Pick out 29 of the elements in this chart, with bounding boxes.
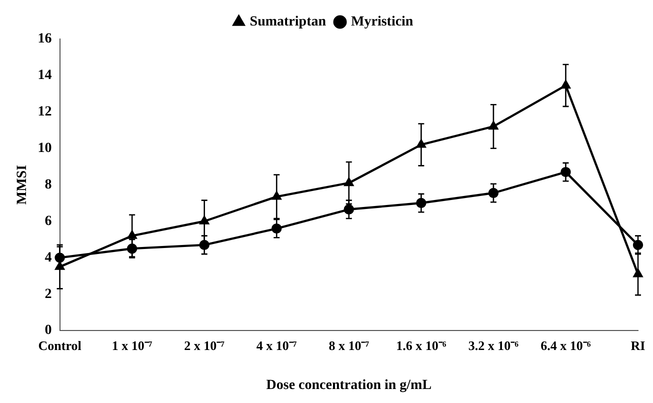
x-tick-label: 6.4 x 10⁻⁶ — [540, 338, 591, 353]
point — [488, 188, 499, 198]
x-tick-label: 3.2 x 10⁻⁶ — [468, 338, 519, 353]
x-tick-label: 1 x 10⁻⁷ — [112, 338, 152, 353]
y-tick-label: 16 — [38, 32, 52, 47]
y-tick-label: 8 — [44, 177, 52, 192]
y-tick-label: 14 — [38, 68, 52, 84]
point — [488, 121, 498, 130]
y-tick-label: 0 — [44, 323, 52, 338]
x-tick-label: 2 x 10⁻⁷ — [184, 338, 225, 353]
y-tick-label: 12 — [38, 104, 52, 120]
y-tick-label: 10 — [38, 140, 52, 156]
x-axis-title: Dose concentration in g/mL — [266, 378, 432, 394]
y-axis-title: MMSI — [15, 164, 30, 205]
legend-label: Myristicin — [351, 14, 414, 30]
x-tick-label: 1.6 x 10⁻⁶ — [396, 338, 446, 353]
x-tick-label: 8 x 10⁻⁷ — [328, 338, 370, 353]
legend-label: Sumatriptan — [250, 14, 326, 30]
point — [126, 243, 138, 254]
x-tick-label: 4 x 10⁻⁷ — [256, 338, 297, 353]
y-tick-label: 2 — [44, 286, 52, 302]
point — [128, 230, 137, 239]
y-tick-label: 6 — [44, 214, 52, 229]
x-tick-label: Control — [38, 338, 82, 353]
x-tick-label: RI — [630, 338, 646, 353]
point — [344, 178, 354, 186]
point — [633, 269, 643, 278]
point — [632, 240, 644, 250]
y-tick-label: 4 — [44, 250, 52, 266]
